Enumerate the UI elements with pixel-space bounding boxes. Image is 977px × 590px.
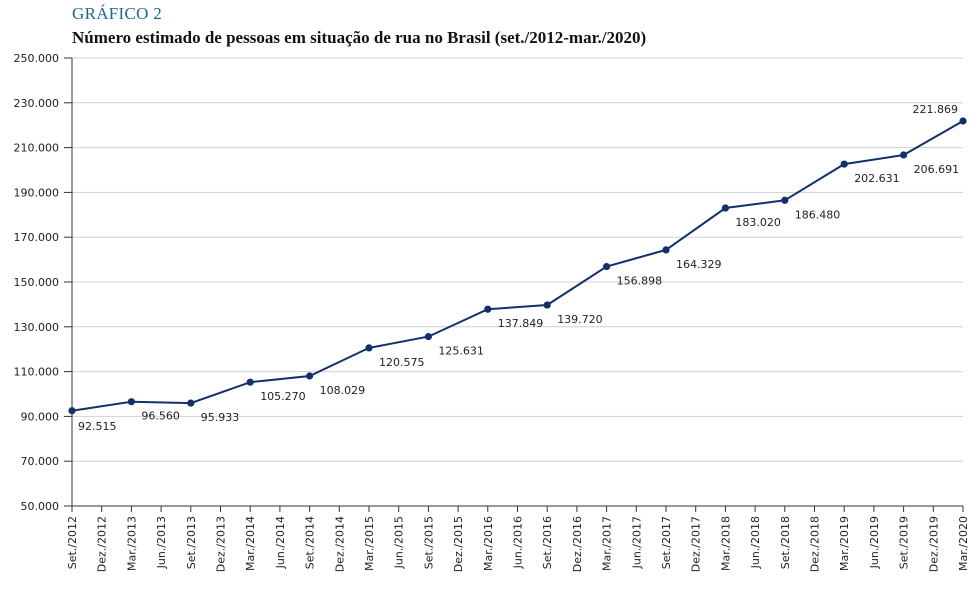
data-label: 96.560 [141, 410, 180, 423]
data-point [959, 117, 967, 125]
y-tick-label: 130.000 [14, 321, 60, 334]
x-tick-label: Dez./2013 [215, 516, 228, 572]
data-point [543, 301, 551, 309]
x-tick-label: Jun./2016 [512, 516, 525, 569]
data-label: 95.933 [201, 411, 240, 424]
x-tick-label: Dez./2019 [927, 516, 940, 572]
x-tick-label: Mar./2017 [601, 516, 614, 571]
data-point [246, 378, 254, 386]
figure-label: GRÁFICO 2 [72, 4, 163, 23]
x-tick-label: Jun./2015 [393, 516, 406, 569]
data-point [781, 196, 789, 204]
x-tick-label: Mar./2015 [363, 516, 376, 571]
data-point [484, 305, 492, 313]
data-labels: 92.515 96.560 95.933 105.270 108.029 120.575 1… [78, 103, 959, 433]
x-tick-label: Mar./2016 [482, 516, 495, 571]
y-tick-label: 150.000 [14, 276, 60, 289]
x-tick-label: Jun./2014 [274, 516, 287, 569]
x-tick-label: Mar./2020 [957, 516, 970, 571]
x-tick-label: Set./2019 [898, 516, 911, 569]
x-tick-labels: Set./2012 Dez./2012 Mar./2013 Jun./2013 Set.… [66, 516, 970, 572]
x-tick-label: Jun./2019 [868, 516, 881, 569]
data-point [68, 407, 76, 415]
x-tick-label: Dez./2018 [809, 516, 822, 572]
y-tick-label: 250.000 [14, 52, 60, 65]
data-point [127, 398, 135, 406]
x-tick-label: Mar./2018 [719, 516, 732, 571]
x-tick-label: Jun./2018 [749, 516, 762, 569]
data-label: 120.575 [379, 356, 425, 369]
data-label: 139.720 [557, 313, 603, 326]
x-tick-label: Set./2012 [66, 516, 79, 569]
data-label: 186.480 [795, 208, 841, 221]
x-tick-label: Dez./2017 [690, 516, 703, 572]
x-tick-label: Set./2014 [304, 516, 317, 569]
data-label: 183.020 [735, 216, 781, 229]
data-point [365, 344, 373, 352]
chart-title: Número estimado de pessoas em situação d… [72, 28, 647, 47]
data-label: 206.691 [914, 163, 960, 176]
y-tick-label: 70.000 [21, 455, 60, 468]
data-label: 105.270 [260, 390, 306, 403]
data-point [306, 372, 314, 380]
data-label: 108.029 [320, 384, 366, 397]
x-tick-label: Dez./2016 [571, 516, 584, 572]
series-line [71, 120, 964, 412]
data-label: 125.631 [438, 345, 484, 358]
data-point [662, 246, 670, 254]
x-tick-label: Mar./2014 [244, 516, 257, 571]
x-tick-label: Set./2013 [185, 516, 198, 569]
data-label: 137.849 [498, 317, 544, 330]
x-tick-label: Set./2018 [779, 516, 792, 569]
data-point [424, 332, 432, 341]
x-tick-label: Jun./2017 [630, 516, 643, 569]
data-label: 92.515 [78, 420, 117, 433]
y-tick-label: 170.000 [14, 231, 60, 244]
y-tick-label: 90.000 [21, 410, 60, 423]
data-points [68, 117, 967, 415]
y-tick-label: 210.000 [14, 142, 60, 155]
y-tick-label: 230.000 [14, 97, 60, 110]
y-tick-label: 190.000 [14, 186, 60, 199]
x-tick-label: Dez./2014 [333, 516, 346, 572]
data-point [900, 151, 908, 159]
data-label: 156.898 [617, 275, 663, 288]
x-tick-label: Mar./2013 [125, 516, 138, 571]
data-point [187, 399, 195, 407]
x-tick-label: Mar./2019 [838, 516, 851, 571]
x-tick-label: Set./2016 [541, 516, 554, 569]
data-point [840, 160, 848, 168]
x-tick-label: Set./2017 [660, 516, 673, 569]
data-label: 221.869 [913, 103, 959, 116]
axes [64, 57, 964, 512]
data-point [603, 262, 611, 271]
gridlines [72, 57, 963, 507]
y-tick-labels: 50.000 70.000 90.000 110.000 130.000 150.000 1… [14, 52, 60, 513]
data-point [721, 204, 730, 212]
y-tick-label: 110.000 [14, 366, 60, 379]
y-tick-label: 50.000 [21, 500, 60, 513]
x-tick-label: Dez./2012 [96, 516, 109, 572]
x-tick-label: Dez./2015 [452, 516, 465, 572]
data-label: 202.631 [854, 172, 900, 185]
x-tick-label: Set./2015 [422, 516, 435, 569]
x-tick-label: Jun./2013 [155, 516, 168, 569]
data-label: 164.329 [676, 258, 722, 271]
series-line-path [71, 120, 964, 412]
